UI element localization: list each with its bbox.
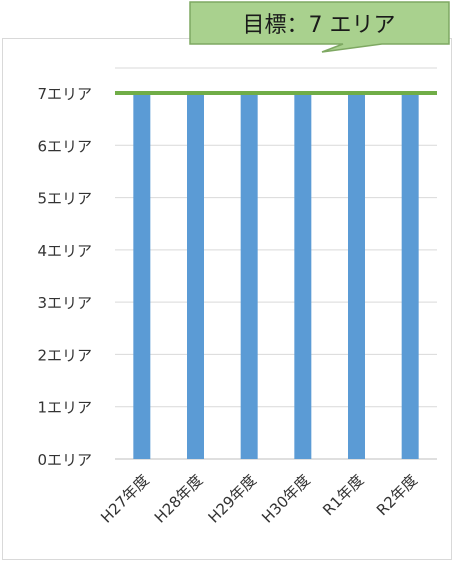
x-tick-label-R2年度: R2年度 — [373, 471, 421, 519]
gridlines — [115, 67, 437, 460]
x-tick-label-H30年度: H30年度 — [258, 471, 313, 526]
x-tick-label-R1年度: R1年度 — [319, 471, 367, 519]
x-tick-label-H28年度: H28年度 — [151, 471, 206, 526]
y-tick-label-7: 7エリア — [37, 85, 92, 103]
target-callout-label: 目標：7 エリア — [243, 13, 396, 38]
bar-R2年度 — [401, 93, 419, 459]
bar-R1年度 — [348, 93, 365, 459]
x-tick-label-H27年度: H27年度 — [97, 471, 152, 526]
y-tick-label-5: 5エリア — [37, 190, 92, 208]
bar-H29年度 — [240, 93, 258, 459]
y-tick-label-1: 1エリア — [37, 399, 92, 417]
y-tick-label-0: 0エリア — [37, 451, 92, 469]
target-callout: 目標：7 エリア — [189, 1, 450, 53]
bars — [133, 93, 419, 459]
y-tick-labels: 0エリア 1エリア 2エリア 3エリア 4エリア 5エリア 6エリア 7エリア — [37, 85, 92, 469]
bar-H30年度 — [294, 93, 312, 459]
chart-frame — [2, 38, 452, 560]
bar-H28年度 — [187, 93, 204, 459]
y-tick-label-4: 4エリア — [37, 242, 92, 260]
y-tick-label-6: 6エリア — [37, 137, 92, 155]
y-tick-label-3: 3エリア — [37, 294, 92, 312]
target-callout-box — [189, 1, 450, 53]
x-tick-label-H29年度: H29年度 — [205, 471, 260, 526]
bar-H27年度 — [133, 93, 151, 459]
y-tick-label-2: 2エリア — [37, 346, 92, 364]
